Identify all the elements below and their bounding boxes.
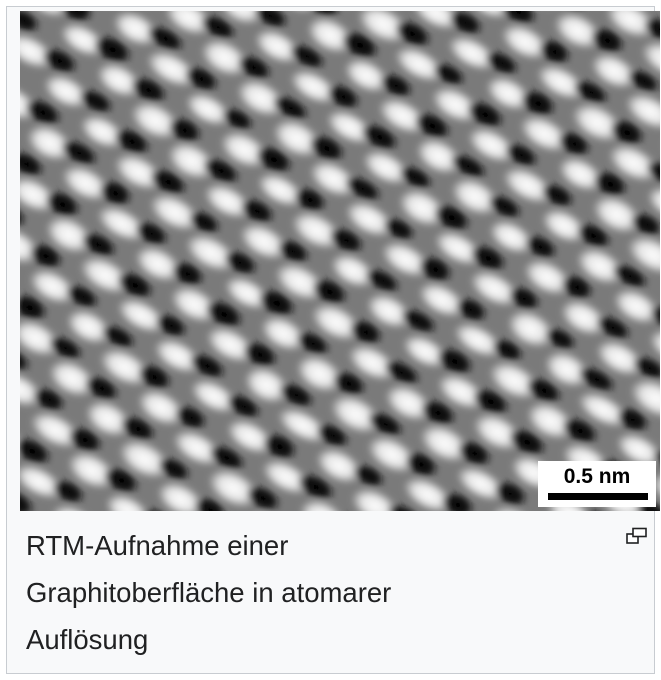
thumbnail-frame: 0.5 nm RTM-Aufnahme einer Graphitoberflä… <box>6 6 660 674</box>
scale-bar-line <box>548 493 648 500</box>
figure-caption: RTM-Aufnahme einer Graphitoberfläche in … <box>26 522 586 663</box>
caption-line-2: Graphitoberfläche in atomarer <box>26 577 392 608</box>
stm-image[interactable]: 0.5 nm <box>20 11 660 511</box>
caption-line-3: Auflösung <box>26 624 149 655</box>
graphite-surface-image <box>20 11 660 511</box>
scale-bar-label: 0.5 nm <box>563 465 631 488</box>
magnify-clip-icon[interactable] <box>626 527 648 545</box>
caption-line-1: RTM-Aufnahme einer <box>26 530 289 561</box>
scale-bar: 0.5 nm <box>538 461 656 507</box>
